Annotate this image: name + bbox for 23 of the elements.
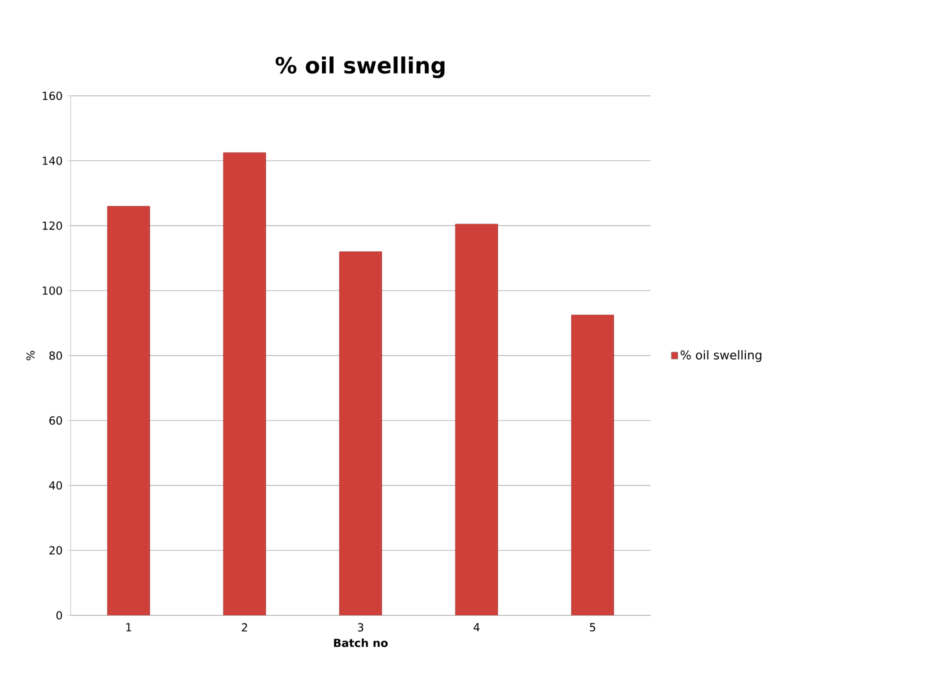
y-tick-label: 160 xyxy=(42,92,62,100)
x-axis-title: Batch no xyxy=(334,638,388,648)
bar xyxy=(339,251,382,616)
y-tick-label: 140 xyxy=(42,156,62,165)
x-tick-label: 5 xyxy=(590,623,596,632)
bar xyxy=(223,152,266,616)
x-tick-label: 3 xyxy=(358,623,364,632)
x-tick-label: 4 xyxy=(474,623,480,632)
legend-label: % oil swelling xyxy=(680,350,762,362)
chart-title: % oil swelling xyxy=(276,56,444,78)
y-tick-label: 20 xyxy=(49,546,62,555)
bar xyxy=(455,224,498,616)
y-tick-label: 120 xyxy=(42,222,62,230)
bar xyxy=(107,206,150,616)
y-tick-label: 0 xyxy=(56,611,62,620)
x-tick-label: 2 xyxy=(242,623,248,632)
y-axis-title: % xyxy=(26,350,35,360)
bar xyxy=(571,314,614,616)
x-tick-label: 1 xyxy=(126,623,132,632)
y-tick-label: 40 xyxy=(49,481,62,490)
y-tick-label: 60 xyxy=(49,416,62,425)
y-tick-label: 80 xyxy=(49,351,62,360)
y-tick-label: 100 xyxy=(42,286,62,295)
